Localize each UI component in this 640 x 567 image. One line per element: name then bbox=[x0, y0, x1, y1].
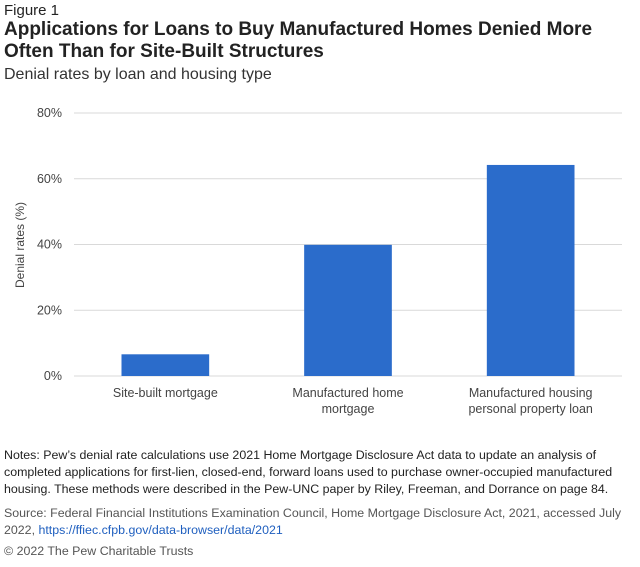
bars bbox=[121, 164, 575, 376]
chart-subtitle: Denial rates by loan and housing type bbox=[4, 66, 272, 83]
y-tick-label: 0% bbox=[44, 369, 62, 383]
x-axis-labels: Site-built mortgage Manufactured home mort… bbox=[113, 386, 593, 416]
x-tick-label-line: Manufactured home bbox=[292, 386, 403, 400]
y-tick-label: 20% bbox=[37, 303, 62, 317]
x-tick-label-line: personal property loan bbox=[468, 402, 592, 416]
x-tick-label: Manufactured home mortgage bbox=[292, 386, 403, 416]
source-link[interactable]: https://ffiec.cfpb.gov/data-browser/data… bbox=[38, 523, 283, 537]
source-text: Source: Federal Financial Institutions E… bbox=[4, 506, 622, 537]
y-tick-label: 80% bbox=[37, 106, 62, 120]
bar-chart: 0% 20% 40% 60% 80% Site-built mortgage Manufa… bbox=[13, 106, 622, 416]
y-axis-label: Denial rates (%) bbox=[13, 202, 27, 288]
y-tick-label: 60% bbox=[37, 172, 62, 186]
chart-notes: Notes: Pew’s denial rate calculations us… bbox=[4, 448, 613, 496]
x-tick-label: Manufactured housing personal property lo… bbox=[468, 386, 592, 416]
x-tick-label-line: mortgage bbox=[322, 402, 375, 416]
x-tick-label-line: Manufactured housing bbox=[469, 386, 593, 400]
copyright: © 2022 The Pew Charitable Trusts bbox=[4, 544, 194, 558]
chart-source: Source: Federal Financial Institutions E… bbox=[4, 505, 632, 539]
bar bbox=[121, 354, 210, 376]
y-axis-ticks: 0% 20% 40% 60% 80% bbox=[37, 106, 62, 383]
chart-title: Applications for Loans to Buy Manufactur… bbox=[4, 19, 593, 62]
bar bbox=[304, 244, 392, 376]
figure-label: Figure 1 bbox=[4, 2, 60, 19]
y-tick-label: 40% bbox=[37, 238, 62, 252]
x-tick-label: Site-built mortgage bbox=[113, 386, 218, 400]
bar bbox=[486, 164, 575, 376]
x-tick-label-line: Site-built mortgage bbox=[113, 386, 218, 400]
